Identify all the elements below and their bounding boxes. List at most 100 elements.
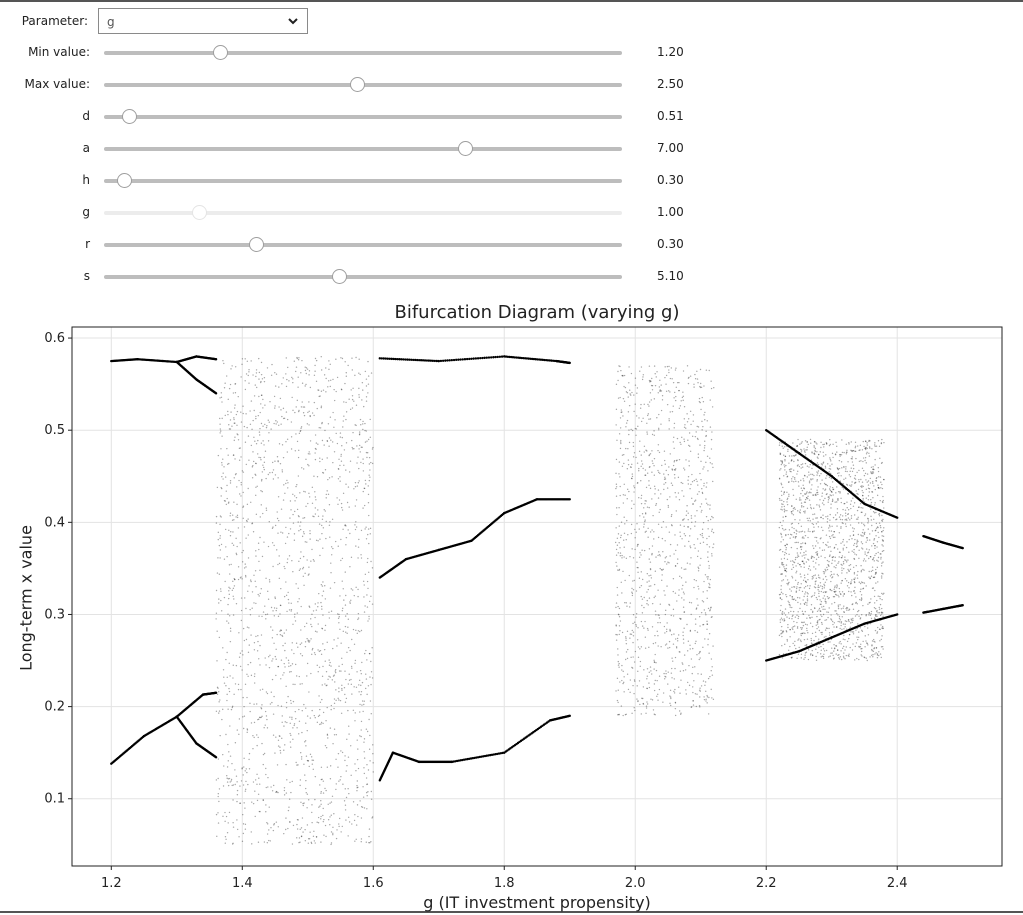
data-point	[308, 691, 309, 692]
data-point	[262, 513, 263, 514]
data-point	[669, 641, 670, 642]
data-point	[243, 492, 244, 493]
data-point	[629, 692, 630, 693]
data-point	[280, 588, 281, 589]
data-point	[836, 451, 837, 452]
data-point	[639, 552, 640, 553]
data-point	[667, 366, 668, 367]
data-point	[679, 693, 680, 694]
data-point	[279, 735, 280, 736]
data-point	[861, 614, 862, 615]
data-point	[314, 799, 315, 800]
data-point	[865, 441, 866, 442]
data-point	[840, 519, 841, 520]
data-point	[258, 561, 259, 562]
data-point	[684, 406, 685, 407]
data-point	[850, 583, 851, 584]
data-point	[306, 623, 307, 624]
data-point	[846, 520, 847, 521]
data-point	[361, 673, 362, 674]
data-point	[355, 529, 356, 530]
data-point	[309, 832, 310, 833]
data-point	[626, 539, 627, 540]
data-point	[232, 677, 233, 678]
data-point	[625, 659, 626, 660]
data-point	[868, 495, 869, 496]
data-point	[368, 383, 369, 384]
data-point	[653, 430, 654, 431]
data-point	[313, 610, 314, 611]
data-point	[368, 719, 369, 720]
data-point	[648, 413, 649, 414]
data-point	[311, 654, 312, 655]
data-point	[616, 384, 617, 385]
data-point	[241, 482, 242, 483]
data-point	[870, 499, 871, 500]
data-point	[651, 450, 652, 451]
data-point	[896, 517, 898, 519]
data-point	[311, 812, 312, 813]
data-point	[255, 816, 256, 817]
data-point	[345, 632, 346, 633]
data-point	[242, 470, 243, 471]
data-point	[860, 565, 861, 566]
data-point	[838, 596, 839, 597]
data-point	[649, 401, 650, 402]
data-point	[366, 792, 367, 793]
data-point	[793, 470, 794, 471]
data-point	[298, 410, 299, 411]
data-point	[232, 707, 233, 708]
data-point	[852, 643, 853, 644]
data-point	[677, 563, 678, 564]
data-point	[344, 755, 345, 756]
data-point	[643, 669, 644, 670]
data-point	[619, 476, 620, 477]
data-point	[307, 464, 308, 465]
data-point	[800, 493, 801, 494]
data-point	[305, 506, 306, 507]
data-point	[285, 721, 286, 722]
data-point	[640, 661, 641, 662]
data-point	[313, 559, 314, 560]
data-point	[688, 641, 689, 642]
data-point	[620, 417, 621, 418]
data-point	[256, 387, 257, 388]
data-point	[859, 624, 860, 625]
data-point	[334, 729, 335, 730]
data-point	[631, 467, 632, 468]
data-point	[711, 431, 712, 432]
data-point	[667, 404, 668, 405]
data-point	[312, 649, 313, 650]
data-point	[297, 441, 298, 442]
data-point	[838, 575, 839, 576]
data-point	[664, 626, 665, 627]
data-point	[646, 500, 647, 501]
data-point	[697, 673, 698, 674]
data-point	[281, 383, 282, 384]
data-point	[712, 529, 713, 530]
data-point	[636, 698, 637, 699]
data-point	[675, 468, 676, 469]
data-point	[671, 657, 672, 658]
data-point	[292, 727, 293, 728]
data-point	[305, 384, 306, 385]
data-point	[831, 647, 832, 648]
data-point	[808, 615, 809, 616]
data-point	[448, 359, 450, 361]
data-point	[259, 431, 260, 432]
data-point	[308, 411, 309, 412]
data-point	[618, 397, 619, 398]
data-point	[241, 421, 242, 422]
data-point	[341, 713, 342, 714]
data-point	[345, 702, 346, 703]
data-point	[312, 503, 313, 504]
data-point	[832, 534, 833, 535]
data-point	[624, 580, 625, 581]
data-point	[444, 359, 446, 361]
data-point	[259, 372, 260, 373]
data-point	[342, 529, 343, 530]
data-point	[639, 371, 640, 372]
data-point	[364, 430, 365, 431]
data-point	[286, 411, 287, 412]
data-point	[219, 637, 220, 638]
